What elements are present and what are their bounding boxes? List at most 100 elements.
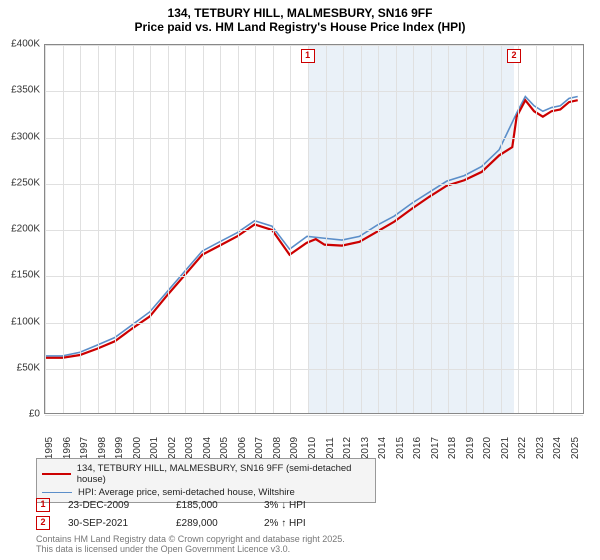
y-axis-label: £50K bbox=[17, 362, 40, 373]
y-gridline bbox=[45, 184, 583, 185]
x-axis-label: 2020 bbox=[482, 437, 493, 459]
x-gridline bbox=[45, 45, 46, 413]
footer-line1: Contains HM Land Registry data © Crown c… bbox=[36, 534, 345, 544]
event-marker: 1 bbox=[36, 498, 50, 512]
chart-container: 134, TETBURY HILL, MALMESBURY, SN16 9FF … bbox=[0, 0, 600, 560]
x-gridline bbox=[238, 45, 239, 413]
y-gridline bbox=[45, 138, 583, 139]
x-axis-label: 2001 bbox=[149, 437, 160, 459]
x-axis-label: 2015 bbox=[395, 437, 406, 459]
event-price: £289,000 bbox=[176, 518, 246, 529]
x-gridline bbox=[343, 45, 344, 413]
x-axis-label: 2000 bbox=[132, 437, 143, 459]
event-row: 123-DEC-2009£185,0003% ↓ HPI bbox=[36, 496, 344, 514]
x-gridline bbox=[63, 45, 64, 413]
event-date: 30-SEP-2021 bbox=[68, 518, 158, 529]
x-gridline bbox=[150, 45, 151, 413]
x-gridline bbox=[80, 45, 81, 413]
x-axis-label: 1996 bbox=[62, 437, 73, 459]
x-gridline bbox=[536, 45, 537, 413]
x-gridline bbox=[396, 45, 397, 413]
x-axis-label: 1997 bbox=[79, 437, 90, 459]
x-axis-label: 2025 bbox=[570, 437, 581, 459]
x-axis-label: 2005 bbox=[219, 437, 230, 459]
y-gridline bbox=[45, 276, 583, 277]
x-axis-label: 2011 bbox=[325, 437, 336, 459]
chart-marker: 1 bbox=[301, 49, 315, 63]
x-gridline bbox=[553, 45, 554, 413]
x-gridline bbox=[273, 45, 274, 413]
chart-title-line2: Price paid vs. HM Land Registry's House … bbox=[0, 20, 600, 38]
x-axis-label: 2003 bbox=[184, 437, 195, 459]
x-axis-label: 1995 bbox=[44, 437, 55, 459]
x-axis-label: 2007 bbox=[254, 437, 265, 459]
plot-area: 12 bbox=[44, 44, 584, 414]
x-gridline bbox=[290, 45, 291, 413]
legend-label: 134, TETBURY HILL, MALMESBURY, SN16 9FF … bbox=[77, 463, 370, 485]
x-axis-label: 2014 bbox=[377, 437, 388, 459]
x-axis-label: 2012 bbox=[342, 437, 353, 459]
event-delta: 2% ↑ HPI bbox=[264, 518, 344, 529]
x-gridline bbox=[220, 45, 221, 413]
y-axis-label: £350K bbox=[11, 85, 40, 96]
event-delta: 3% ↓ HPI bbox=[264, 500, 344, 511]
chart-svg bbox=[45, 45, 583, 413]
event-row: 230-SEP-2021£289,0002% ↑ HPI bbox=[36, 514, 344, 532]
x-gridline bbox=[203, 45, 204, 413]
x-gridline bbox=[413, 45, 414, 413]
chart-marker: 2 bbox=[507, 49, 521, 63]
x-axis-label: 2022 bbox=[517, 437, 528, 459]
x-axis-label: 2006 bbox=[237, 437, 248, 459]
x-axis-label: 2010 bbox=[307, 437, 318, 459]
x-gridline bbox=[518, 45, 519, 413]
x-gridline bbox=[168, 45, 169, 413]
x-axis-label: 2021 bbox=[500, 437, 511, 459]
x-gridline bbox=[431, 45, 432, 413]
y-gridline bbox=[45, 230, 583, 231]
event-table: 123-DEC-2009£185,0003% ↓ HPI230-SEP-2021… bbox=[36, 496, 344, 532]
legend-item: 134, TETBURY HILL, MALMESBURY, SN16 9FF … bbox=[42, 462, 370, 486]
x-axis-label: 2009 bbox=[289, 437, 300, 459]
chart-title-line1: 134, TETBURY HILL, MALMESBURY, SN16 9FF bbox=[0, 0, 600, 20]
x-axis-label: 2002 bbox=[167, 437, 178, 459]
x-gridline bbox=[185, 45, 186, 413]
x-gridline bbox=[466, 45, 467, 413]
x-gridline bbox=[115, 45, 116, 413]
x-axis-label: 2013 bbox=[360, 437, 371, 459]
legend-swatch bbox=[42, 473, 71, 475]
event-date: 23-DEC-2009 bbox=[68, 500, 158, 511]
x-axis-label: 1998 bbox=[97, 437, 108, 459]
y-axis-label: £250K bbox=[11, 177, 40, 188]
x-axis-label: 2019 bbox=[465, 437, 476, 459]
x-gridline bbox=[98, 45, 99, 413]
y-gridline bbox=[45, 45, 583, 46]
y-axis-label: £150K bbox=[11, 270, 40, 281]
footer-attribution: Contains HM Land Registry data © Crown c… bbox=[36, 534, 345, 555]
y-gridline bbox=[45, 91, 583, 92]
x-gridline bbox=[571, 45, 572, 413]
y-axis-label: £100K bbox=[11, 316, 40, 327]
y-axis-label: £300K bbox=[11, 131, 40, 142]
x-gridline bbox=[448, 45, 449, 413]
x-axis-label: 1999 bbox=[114, 437, 125, 459]
x-axis-label: 2017 bbox=[430, 437, 441, 459]
x-gridline bbox=[483, 45, 484, 413]
y-gridline bbox=[45, 323, 583, 324]
y-axis-label: £0 bbox=[29, 409, 40, 420]
y-axis-label: £400K bbox=[11, 39, 40, 50]
x-gridline bbox=[361, 45, 362, 413]
y-axis-label: £200K bbox=[11, 224, 40, 235]
x-gridline bbox=[501, 45, 502, 413]
x-axis-ticks: 1995 1996 1997 1998 1999 2000 2001 2002 2003 2004… bbox=[44, 416, 584, 460]
x-axis-label: 2023 bbox=[535, 437, 546, 459]
x-axis-label: 2016 bbox=[412, 437, 423, 459]
x-gridline bbox=[133, 45, 134, 413]
series-line bbox=[45, 97, 578, 356]
x-gridline bbox=[326, 45, 327, 413]
x-gridline bbox=[308, 45, 309, 413]
y-gridline bbox=[45, 369, 583, 370]
x-axis-label: 2008 bbox=[272, 437, 283, 459]
legend-swatch bbox=[42, 492, 72, 494]
x-axis-label: 2004 bbox=[202, 437, 213, 459]
x-gridline bbox=[255, 45, 256, 413]
